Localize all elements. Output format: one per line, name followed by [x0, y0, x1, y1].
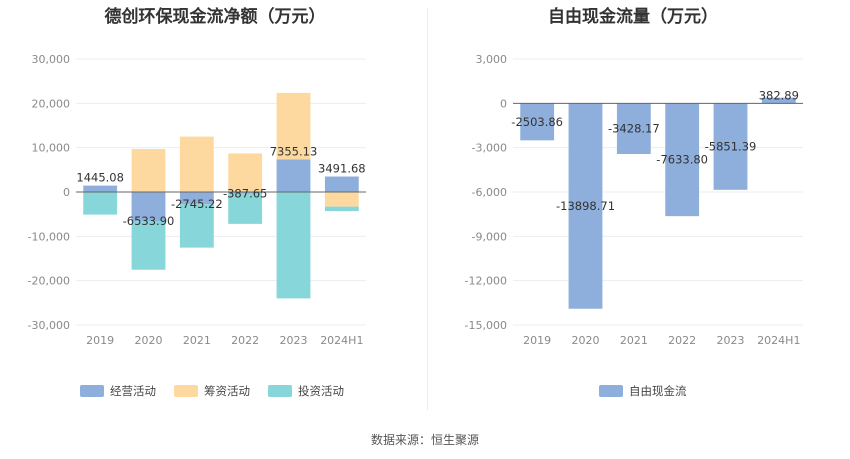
bar-fcf	[568, 103, 603, 309]
data-source: 数据来源：恒生聚源	[370, 433, 479, 447]
bar-investing	[228, 193, 263, 224]
y-tick-label: -12,000	[465, 275, 507, 288]
panel-divider	[427, 8, 428, 410]
y-tick-label: -15,000	[465, 319, 507, 332]
x-tick-label: 2019	[523, 334, 551, 347]
y-tick-label: 10,000	[32, 142, 71, 155]
bar-fcf	[616, 103, 651, 154]
data-label: -2745.22	[171, 197, 223, 211]
x-tick-label: 2022	[231, 334, 259, 347]
x-tick-label: 2019	[86, 334, 114, 347]
legend-swatch-financing	[174, 385, 198, 397]
y-tick-label: -3,000	[472, 142, 507, 155]
legend-swatch-operating	[80, 385, 104, 397]
y-tick-label: 3,000	[476, 53, 508, 66]
x-tick-label: 2023	[280, 334, 308, 347]
right-legend: 自由现金流	[599, 383, 687, 399]
left-legend: 经营活动 筹资活动 投资活动	[80, 383, 344, 399]
bar-operating	[179, 192, 214, 205]
bar-operating	[131, 192, 166, 221]
y-tick-label: -9,000	[472, 230, 507, 243]
data-label: -5851.39	[705, 140, 757, 154]
y-tick-label: 0	[63, 186, 70, 199]
bar-investing	[179, 204, 214, 248]
left-chart-title: 德创环保现金流净额（万元）	[104, 7, 326, 27]
bar-investing	[131, 220, 166, 270]
y-tick-label: 30,000	[32, 53, 71, 66]
legend-item-investing[interactable]: 投资活动	[268, 383, 344, 399]
data-label: 1445.08	[76, 171, 124, 185]
legend-label-fcf: 自由现金流	[629, 384, 687, 398]
legend-item-operating[interactable]: 经营活动	[80, 383, 156, 399]
x-tick-label: 2021	[620, 334, 648, 347]
legend-swatch-fcf	[599, 385, 623, 397]
legend-swatch-investing	[268, 385, 292, 397]
bar-financing	[324, 192, 359, 207]
x-tick-label: 2024H1	[757, 334, 800, 347]
right-chart-title: 自由现金流量（万元）	[548, 7, 718, 27]
data-label: 7355.13	[270, 144, 318, 158]
x-tick-label: 2020	[572, 334, 600, 347]
bar-financing	[131, 148, 166, 192]
legend-label-investing: 投资活动	[298, 384, 344, 398]
legend-item-fcf[interactable]: 自由现金流	[599, 383, 687, 399]
data-label: -387.65	[223, 187, 267, 201]
y-tick-label: -30,000	[28, 319, 70, 332]
bar-operating	[276, 159, 311, 192]
x-tick-label: 2023	[717, 334, 745, 347]
data-label: -7633.80	[656, 153, 708, 167]
data-label: 3491.68	[318, 162, 366, 176]
legend-item-financing[interactable]: 筹资活动	[174, 383, 250, 399]
bar-fcf	[520, 103, 555, 141]
legend-label-financing: 筹资活动	[204, 384, 250, 398]
bar-fcf	[761, 97, 796, 104]
x-tick-label: 2024H1	[320, 334, 363, 347]
bar-investing	[276, 192, 311, 299]
y-tick-label: -20,000	[28, 275, 70, 288]
left-cashflow-chart: 30,000 20,000 10,000 0 -10,000 -20,000 -30,000…	[28, 53, 366, 347]
bar-operating	[83, 185, 118, 192]
data-label: 382.89	[759, 89, 799, 103]
right-fcf-chart: 3,000 0 -3,000 -6,000 -9,000 -12,000 -15,000 20…	[465, 53, 803, 347]
bar-investing	[83, 192, 118, 215]
legend-label-operating: 经营活动	[110, 384, 156, 398]
y-tick-label: -6,000	[472, 186, 507, 199]
bar-financing	[276, 92, 311, 160]
bar-financing	[228, 153, 263, 192]
bar-financing	[179, 136, 214, 192]
data-label: -13898.71	[556, 199, 615, 213]
x-tick-label: 2022	[668, 334, 696, 347]
bar-fcf	[665, 103, 700, 217]
y-tick-label: 20,000	[32, 97, 71, 110]
y-tick-label: -10,000	[28, 230, 70, 243]
data-label: -3428.17	[608, 122, 660, 136]
bar-operating	[324, 176, 359, 192]
bar-investing	[324, 206, 359, 212]
x-tick-label: 2021	[183, 334, 211, 347]
x-tick-label: 2020	[135, 334, 163, 347]
bar-fcf	[713, 103, 748, 190]
data-label: -6533.90	[123, 214, 175, 228]
data-label: -2503.86	[511, 115, 563, 129]
y-tick-label: 0	[500, 97, 507, 110]
bar-operating	[228, 192, 263, 194]
